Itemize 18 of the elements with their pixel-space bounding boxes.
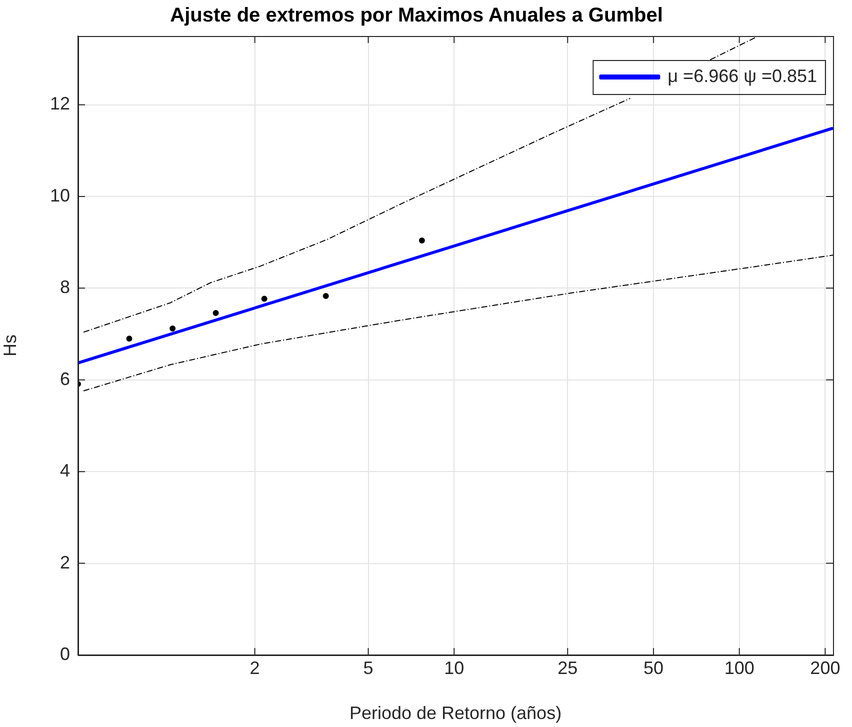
x-axis-title: Periodo de Retorno (años) — [349, 703, 562, 724]
y-tick-label: 0 — [60, 644, 70, 664]
x-tick-label: 50 — [643, 658, 664, 678]
x-tick-label: 100 — [724, 658, 754, 678]
chart-title: Ajuste de extremos por Maximos Anuales a Gumbel — [170, 4, 663, 27]
y-tick-label: 8 — [60, 277, 70, 298]
y-axis-title: Hs — [0, 334, 20, 356]
legend-label: μ =6.966 ψ =0.851 — [668, 66, 818, 86]
y-tick-label: 10 — [50, 185, 70, 206]
y-tick-label: 4 — [60, 460, 70, 481]
y-tick-label: 2 — [60, 552, 70, 572]
y-tick-label: 6 — [60, 368, 70, 389]
x-tick-label: 25 — [558, 658, 578, 678]
x-tick-label: 200 — [810, 658, 840, 678]
x-tick-label: 5 — [363, 658, 374, 678]
x-tick-label: 2 — [250, 658, 260, 678]
x-tick-label: 10 — [444, 658, 464, 678]
y-tick-label: 12 — [50, 94, 70, 114]
